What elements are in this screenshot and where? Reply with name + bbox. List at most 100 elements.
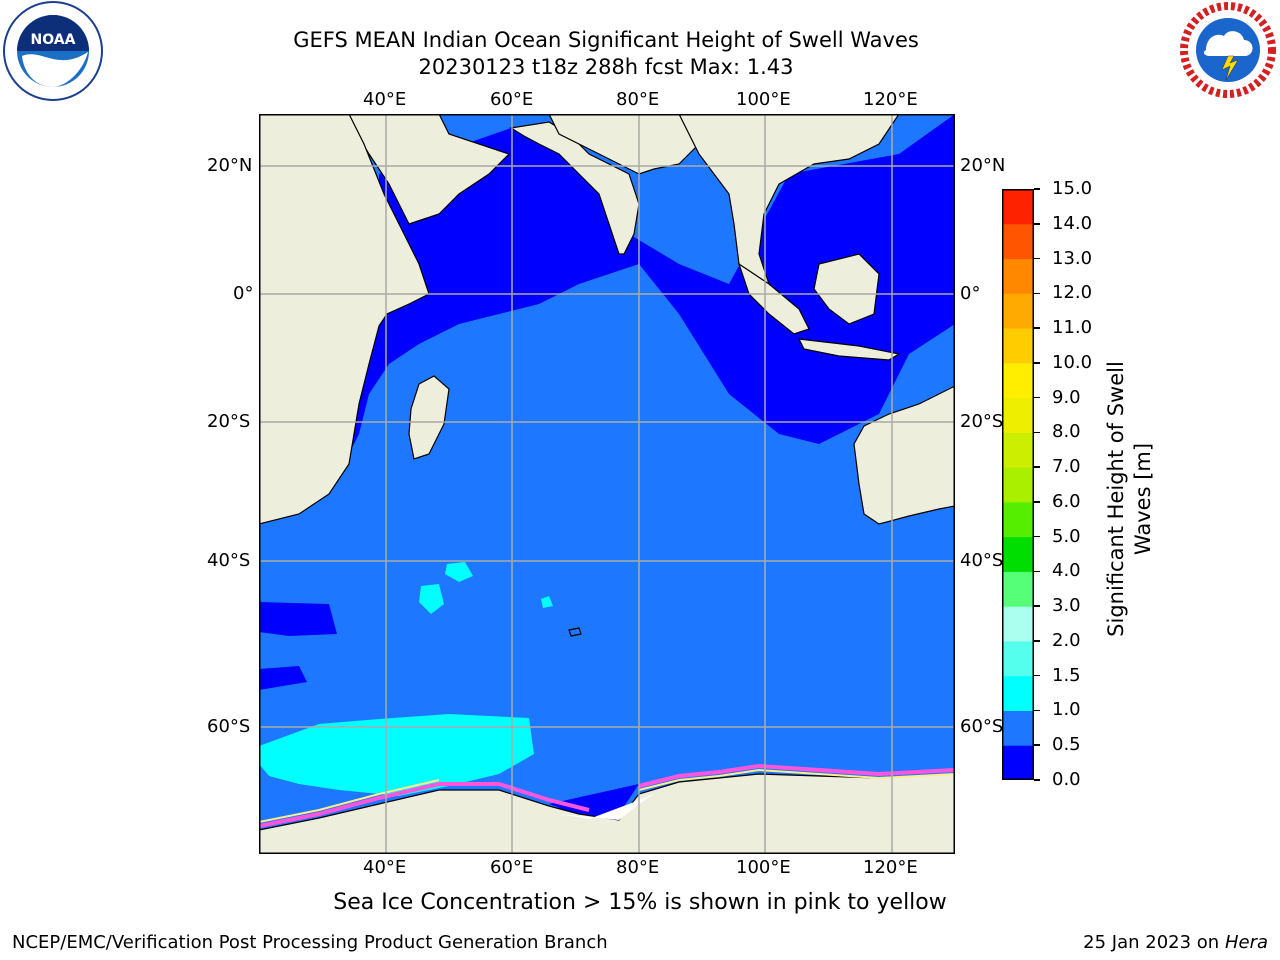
high-swell-south-west: [259, 714, 534, 796]
colorbar-tick-mark: [1034, 466, 1040, 468]
lon-tick-top: 40°E: [363, 89, 407, 110]
colorbar-swatch: [1002, 675, 1034, 711]
australia-land: [853, 385, 956, 525]
colorbar-tick-mark: [1034, 744, 1040, 746]
colorbar-swatch: [1002, 745, 1034, 781]
colorbar-tick-label: 0.0: [1052, 769, 1081, 790]
colorbar-swatch: [1002, 501, 1034, 538]
sea-ice-edge-east-inner: [638, 768, 956, 791]
lat-tick-right: 60°S: [960, 716, 1004, 737]
colorbar-tick-label: 1.5: [1052, 664, 1081, 686]
colorbar-swatch: [1002, 606, 1034, 642]
colorbar-tick-mark: [1034, 674, 1040, 677]
low-swell-north: [339, 114, 955, 454]
sea-ice-edge-east: [638, 763, 956, 788]
colorbar-tick-mark: [1034, 362, 1040, 364]
footer-date: 25 Jan 2023 on Hera: [1083, 932, 1268, 953]
footer-date-text: 25 Jan 2023 on: [1083, 932, 1225, 953]
colorbar-tick-label: 0.5: [1052, 734, 1081, 756]
colorbar-swatch: [1002, 397, 1034, 433]
sea-ice-edge-west: [258, 782, 590, 828]
colorbar-swatch: [1002, 640, 1034, 677]
colorbar-swatch: [1002, 189, 1034, 225]
sea-ice-edge-west-inner: [258, 779, 440, 823]
lat-tick-right: 20°S: [960, 411, 1004, 432]
colorbar-tick-mark: [1034, 292, 1040, 295]
map-frame: [259, 114, 955, 854]
colorbar-tick-label: 7.0: [1052, 456, 1081, 478]
lat-tick-right: 0°: [960, 283, 981, 304]
colorbar-tick-label: 6.0: [1052, 490, 1081, 512]
colorbar-swatch: [1002, 223, 1034, 260]
colorbar-swatch: [1002, 536, 1034, 572]
colorbar-tick-label: 4.0: [1052, 560, 1081, 582]
lat-tick-left: 60°S: [207, 716, 251, 737]
colorbar-swatch: [1002, 328, 1034, 364]
footer-host: Hera: [1224, 932, 1268, 953]
colorbar: [1002, 189, 1034, 781]
colorbar-tick-label: 12.0: [1052, 282, 1093, 304]
lat-tick-right: 40°S: [960, 550, 1004, 571]
colorbar-swatch: [1002, 571, 1034, 607]
high-swell-patch3: [541, 596, 553, 608]
low-swell-sw1: [259, 602, 337, 636]
colorbar-tick-mark: [1034, 257, 1040, 260]
madagascar-land: [408, 375, 450, 460]
low-swell-sw2: [259, 666, 307, 690]
map-title-line1: GEFS MEAN Indian Ocean Significant Heigh…: [293, 28, 919, 52]
noaa-logo-text: NOAA: [31, 32, 76, 48]
colorbar-title-line1: Significant Height of Swell: [1104, 361, 1128, 637]
kerguelen-island: [568, 627, 582, 637]
high-swell-patch2: [445, 562, 473, 582]
colorbar-tick-mark: [1034, 431, 1040, 434]
lon-tick-top: 120°E: [863, 89, 918, 110]
lat-tick-left: 20°N: [207, 155, 253, 176]
colorbar-swatch: [1002, 362, 1034, 399]
lat-tick-left: 0°: [233, 283, 254, 304]
colorbar-title: Significant Height of Swell Waves [m]: [1103, 349, 1157, 649]
high-swell-patch1: [419, 584, 444, 614]
colorbar-tick-label: 10.0: [1052, 351, 1093, 373]
sumatra-land: [737, 262, 810, 335]
colorbar-swatch: [1002, 467, 1034, 503]
colorbar-tick-mark: [1034, 501, 1040, 503]
lon-tick-bottom: 100°E: [736, 857, 791, 878]
colorbar-tick-mark: [1034, 535, 1040, 538]
colorbar-tick-label: 14.0: [1052, 212, 1093, 234]
colorbar-tick-label: 5.0: [1052, 525, 1081, 547]
colorbar-swatch: [1002, 258, 1034, 294]
map-panel: [258, 113, 956, 855]
colorbar-tick-mark: [1034, 223, 1040, 225]
lon-tick-bottom: 40°E: [363, 857, 407, 878]
colorbar-swatch: [1002, 293, 1034, 329]
colorbar-tick-label: 13.0: [1052, 247, 1093, 269]
lon-tick-top: 100°E: [736, 89, 791, 110]
colorbar-tick-mark: [1034, 709, 1040, 712]
lon-tick-bottom: 120°E: [863, 857, 918, 878]
lat-tick-right: 20°N: [960, 155, 1006, 176]
colorbar-tick-mark: [1034, 327, 1040, 329]
colorbar-title-line2: Waves [m]: [1131, 442, 1155, 556]
colorbar-tick-mark: [1034, 570, 1040, 573]
lon-tick-top: 60°E: [490, 89, 534, 110]
lon-tick-bottom: 60°E: [490, 857, 534, 878]
colorbar-tick-mark: [1034, 640, 1040, 642]
ice-shelf: [559, 794, 654, 820]
lat-tick-left: 20°S: [207, 411, 251, 432]
map-svg: [258, 113, 956, 855]
colorbar-tick-mark: [1034, 779, 1040, 781]
footer-producer: NCEP/EMC/Verification Post Processing Pr…: [12, 932, 608, 953]
lat-tick-left: 40°S: [207, 550, 251, 571]
colorbar-svg: [1002, 189, 1034, 781]
lon-tick-top: 80°E: [616, 89, 660, 110]
india-land: [509, 121, 640, 255]
noaa-logo: NOAA: [2, 0, 104, 102]
colorbar-tick-label: 8.0: [1052, 421, 1081, 443]
colorbar-tick-label: 2.0: [1052, 629, 1081, 651]
colorbar-tick-label: 1.0: [1052, 699, 1081, 721]
graticule: [259, 114, 955, 854]
colorbar-tick-label: 11.0: [1052, 317, 1093, 339]
colorbar-tick-label: 3.0: [1052, 595, 1081, 617]
colorbar-tick-mark: [1034, 396, 1040, 399]
borneo-land: [813, 253, 880, 325]
